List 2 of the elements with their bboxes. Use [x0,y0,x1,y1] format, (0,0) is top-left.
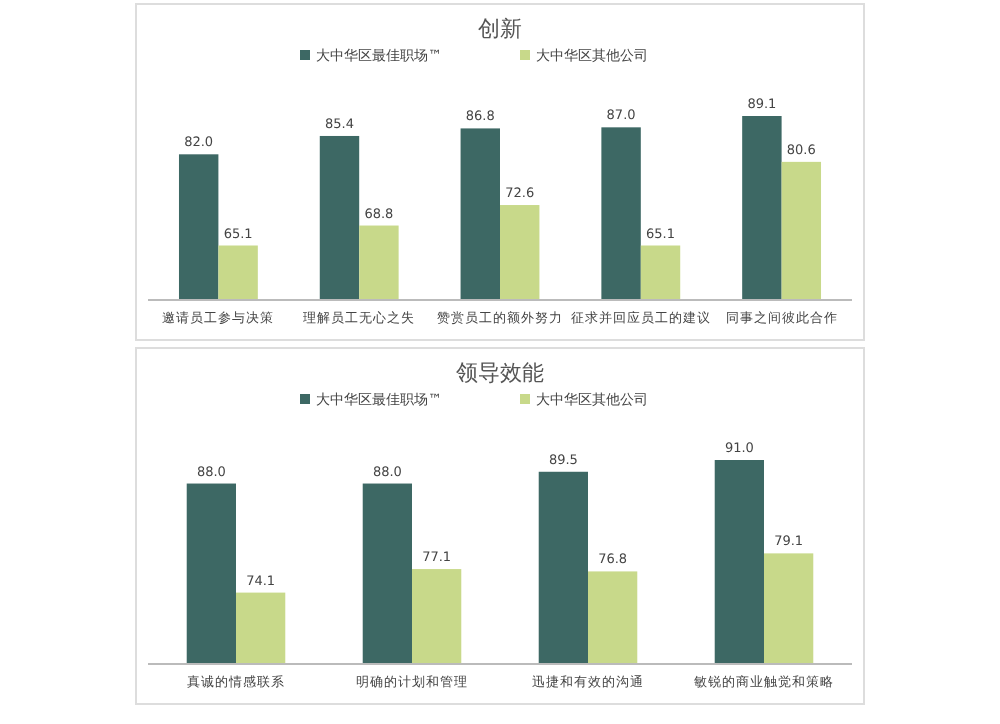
chart-title: 创新 [478,16,522,42]
chart-title: 领导效能 [456,360,544,386]
